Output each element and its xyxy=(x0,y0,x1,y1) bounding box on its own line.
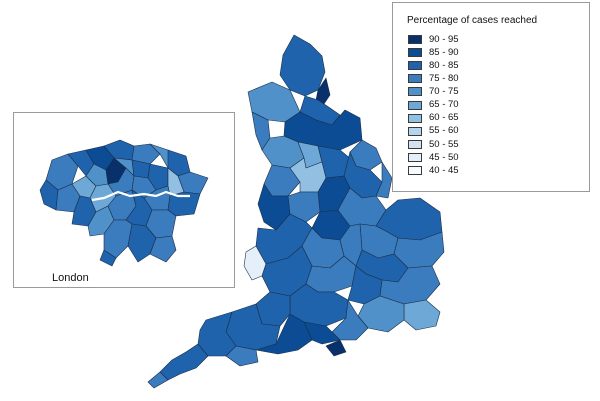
legend-title: Percentage of cases reached xyxy=(407,15,538,26)
thames-river-line xyxy=(91,190,190,202)
legend-item: 50 - 55 xyxy=(408,138,459,151)
legend-label: 60 - 65 xyxy=(429,112,459,124)
london-borough xyxy=(131,143,161,165)
legend-swatch xyxy=(408,35,422,45)
legend-swatch xyxy=(408,61,422,71)
legend-swatch xyxy=(408,74,422,84)
legend-items: 90 - 95 85 - 90 80 - 85 75 - 80 70 - 75 65 - … xyxy=(408,33,459,177)
legend-label: 80 - 85 xyxy=(429,59,459,71)
map-legend: Percentage of cases reached 90 - 95 85 - … xyxy=(392,2,590,192)
london-borough xyxy=(99,249,117,267)
legend-label: 45 - 50 xyxy=(429,151,459,163)
legend-item: 90 - 95 xyxy=(408,33,459,46)
legend-swatch xyxy=(408,139,422,149)
map-region xyxy=(315,77,331,105)
legend-swatch xyxy=(408,48,422,58)
legend-swatch xyxy=(408,100,422,110)
map-region xyxy=(255,313,313,355)
map-region xyxy=(147,371,169,389)
map-region xyxy=(279,34,326,97)
map-region xyxy=(325,339,347,357)
thames-river xyxy=(91,190,190,202)
map-region xyxy=(159,343,209,381)
legend-swatch xyxy=(408,152,422,162)
legend-label: 65 - 70 xyxy=(429,99,459,111)
london-borough xyxy=(39,179,59,211)
legend-item: 55 - 60 xyxy=(408,125,459,138)
map-region xyxy=(403,299,441,331)
legend-swatch xyxy=(408,165,422,175)
map-region xyxy=(225,345,259,367)
legend-label: 70 - 75 xyxy=(429,86,459,98)
legend-label: 50 - 55 xyxy=(429,138,459,150)
london-inset-label: London xyxy=(52,272,89,284)
legend-item: 75 - 80 xyxy=(408,72,459,85)
london-inset-frame xyxy=(13,112,235,288)
legend-item: 85 - 90 xyxy=(408,46,459,59)
legend-item: 65 - 70 xyxy=(408,98,459,111)
legend-item: 40 - 45 xyxy=(408,164,459,177)
legend-label: 55 - 60 xyxy=(429,125,459,137)
legend-swatch xyxy=(408,87,422,97)
legend-label: 75 - 80 xyxy=(429,73,459,85)
legend-label: 90 - 95 xyxy=(429,33,459,45)
legend-item: 60 - 65 xyxy=(408,112,459,125)
england-regions xyxy=(147,34,445,389)
legend-swatch xyxy=(408,113,422,123)
legend-item: 80 - 85 xyxy=(408,59,459,72)
london-inset-regions xyxy=(39,139,209,267)
legend-label: 40 - 45 xyxy=(429,164,459,176)
map-region xyxy=(375,161,393,199)
legend-swatch xyxy=(408,126,422,136)
legend-item: 45 - 50 xyxy=(408,151,459,164)
london-borough xyxy=(149,235,177,263)
legend-item: 70 - 75 xyxy=(408,85,459,98)
legend-label: 85 - 90 xyxy=(429,46,459,58)
